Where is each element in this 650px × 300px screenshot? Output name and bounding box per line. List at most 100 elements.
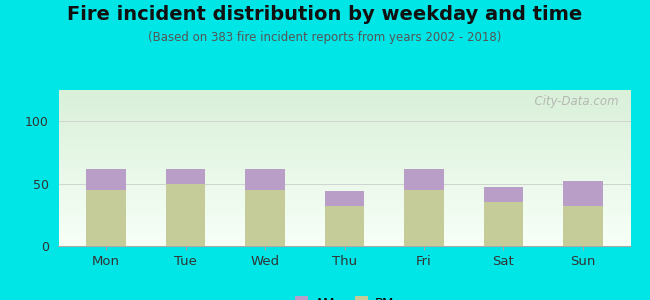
Bar xyxy=(58,212,630,213)
Bar xyxy=(58,188,630,190)
Bar xyxy=(58,240,630,241)
Bar xyxy=(58,130,630,132)
Bar xyxy=(58,221,630,223)
Bar xyxy=(58,132,630,134)
Bar xyxy=(58,198,630,199)
Bar xyxy=(58,129,630,130)
Bar xyxy=(58,152,630,154)
Bar xyxy=(58,126,630,128)
Bar xyxy=(484,202,523,246)
Bar xyxy=(404,169,444,190)
Bar xyxy=(58,233,630,235)
Bar xyxy=(58,107,630,109)
Bar xyxy=(58,193,630,194)
Bar xyxy=(58,168,630,170)
Bar xyxy=(58,137,630,138)
Bar xyxy=(58,213,630,215)
Bar xyxy=(58,230,630,232)
Bar xyxy=(58,238,630,240)
Bar xyxy=(58,90,630,92)
Bar xyxy=(58,181,630,182)
Bar xyxy=(58,112,630,113)
Bar xyxy=(58,99,630,101)
Bar xyxy=(58,182,630,184)
Bar xyxy=(58,167,630,168)
Bar xyxy=(58,210,630,212)
Bar xyxy=(324,191,365,206)
Bar xyxy=(58,215,630,216)
Bar xyxy=(58,128,630,129)
Bar xyxy=(58,244,630,246)
Bar xyxy=(58,196,630,198)
Bar xyxy=(58,160,630,162)
Bar xyxy=(58,202,630,204)
Bar xyxy=(58,227,630,229)
Bar xyxy=(58,157,630,159)
Bar xyxy=(58,171,630,173)
Bar xyxy=(58,154,630,155)
Bar xyxy=(58,148,630,149)
Bar xyxy=(58,201,630,202)
Bar xyxy=(58,165,630,166)
Bar xyxy=(58,208,630,210)
Text: Fire incident distribution by weekday and time: Fire incident distribution by weekday an… xyxy=(68,4,582,23)
Bar xyxy=(58,235,630,237)
Bar xyxy=(86,190,126,246)
Bar xyxy=(58,191,630,193)
Bar xyxy=(58,121,630,123)
Bar xyxy=(58,138,630,140)
Bar xyxy=(58,120,630,121)
Bar xyxy=(58,163,630,165)
Bar xyxy=(58,143,630,145)
Bar xyxy=(58,123,630,124)
Bar xyxy=(58,104,630,106)
Bar xyxy=(58,134,630,135)
Bar xyxy=(58,229,630,230)
Bar xyxy=(58,159,630,160)
Bar xyxy=(58,142,630,143)
Bar xyxy=(58,92,630,93)
Bar xyxy=(86,169,126,190)
Bar xyxy=(58,177,630,179)
Legend: AM, PM: AM, PM xyxy=(295,296,394,300)
Bar xyxy=(58,185,630,187)
Bar xyxy=(58,187,630,188)
Bar xyxy=(58,199,630,201)
Bar xyxy=(324,206,365,246)
Bar xyxy=(58,206,630,207)
Bar xyxy=(58,116,630,118)
Bar xyxy=(58,146,630,148)
Text: City-Data.com: City-Data.com xyxy=(527,95,619,108)
Bar xyxy=(58,224,630,226)
Bar xyxy=(166,184,205,246)
Bar xyxy=(166,169,205,184)
Bar xyxy=(58,184,630,185)
Bar xyxy=(58,124,630,126)
Bar xyxy=(58,174,630,176)
Bar xyxy=(58,155,630,157)
Bar xyxy=(58,106,630,107)
Bar xyxy=(563,181,603,206)
Bar xyxy=(245,169,285,190)
Bar xyxy=(58,98,630,99)
Bar xyxy=(58,173,630,174)
Bar xyxy=(58,95,630,96)
Bar xyxy=(58,190,630,191)
Bar xyxy=(58,149,630,151)
Bar xyxy=(58,232,630,233)
Bar xyxy=(58,135,630,137)
Bar xyxy=(58,109,630,110)
Bar xyxy=(58,162,630,163)
Bar xyxy=(563,206,603,246)
Bar xyxy=(58,115,630,116)
Bar xyxy=(58,220,630,221)
Bar xyxy=(58,113,630,115)
Bar xyxy=(245,190,285,246)
Bar xyxy=(58,103,630,104)
Bar xyxy=(58,237,630,238)
Bar xyxy=(58,218,630,220)
Bar xyxy=(58,118,630,120)
Bar xyxy=(58,241,630,243)
Bar xyxy=(58,140,630,142)
Bar xyxy=(58,207,630,208)
